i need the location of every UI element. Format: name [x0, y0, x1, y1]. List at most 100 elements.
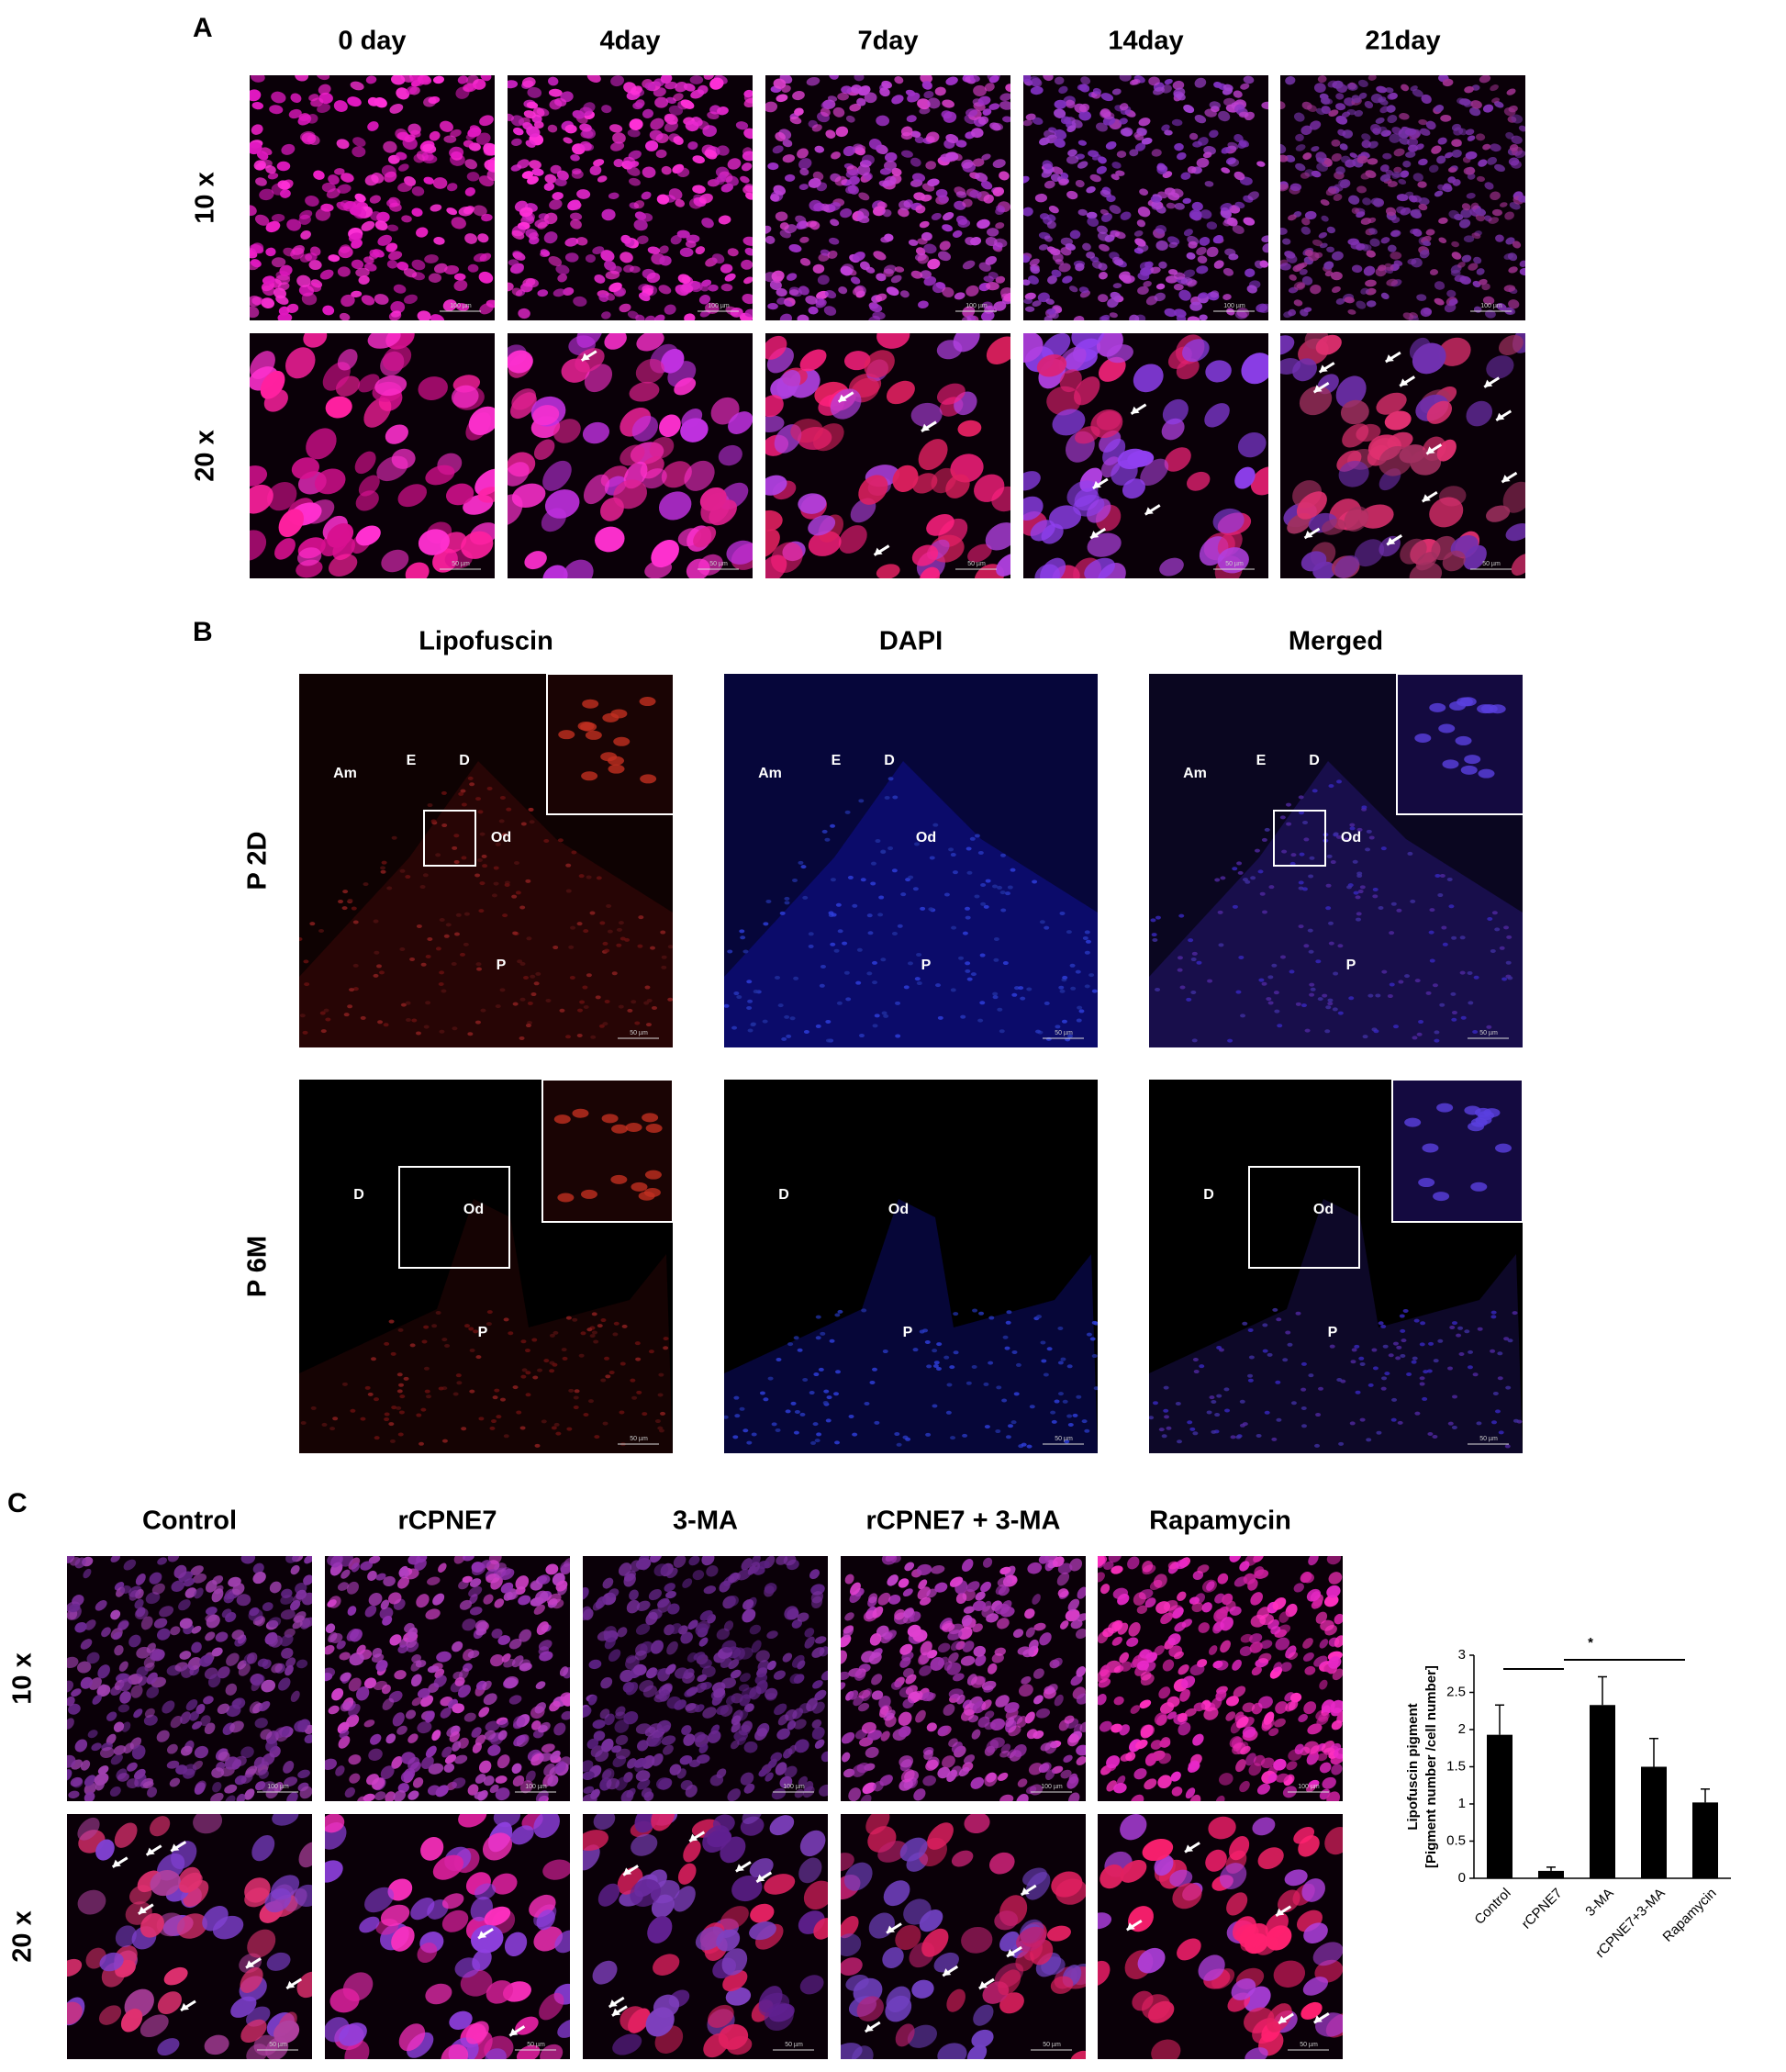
nucleus	[1409, 129, 1422, 139]
column-title: 3-MA	[673, 1506, 738, 1536]
nucleus	[613, 479, 648, 510]
nucleus	[1046, 308, 1056, 315]
nucleus	[1193, 1370, 1200, 1374]
nucleus	[1506, 88, 1516, 95]
nucleus	[685, 1785, 698, 1798]
nucleus	[641, 191, 652, 200]
nucleus	[1210, 290, 1220, 298]
nucleus	[1428, 164, 1439, 173]
nucleus	[880, 958, 887, 962]
nucleus	[1285, 1330, 1291, 1335]
nucleus	[1327, 921, 1334, 925]
micrograph: 100 µm	[765, 75, 1010, 320]
nucleus	[975, 1654, 987, 1666]
nucleus	[537, 289, 549, 297]
nucleus	[315, 207, 331, 221]
arrow-head	[1422, 494, 1431, 502]
nucleus	[474, 1020, 481, 1025]
nucleus	[799, 1975, 824, 1995]
nucleus	[855, 980, 862, 985]
nucleus	[779, 1775, 793, 1788]
nucleus	[1259, 891, 1266, 896]
nucleus	[1223, 97, 1235, 106]
nucleus	[512, 1775, 525, 1786]
arrow-head	[1090, 531, 1100, 539]
nucleus	[80, 1676, 93, 1689]
nucleus	[286, 218, 302, 231]
nucleus	[474, 468, 495, 496]
nucleus	[790, 419, 823, 443]
scale-bar-label: 50 µm	[452, 561, 470, 567]
nucleus	[707, 111, 720, 120]
nucleus	[962, 260, 976, 270]
nucleus	[462, 1575, 473, 1584]
nucleus	[563, 287, 575, 296]
nucleus	[913, 842, 920, 846]
nucleus	[1039, 1762, 1052, 1774]
nucleus	[965, 961, 971, 966]
nucleus	[301, 292, 318, 306]
nucleus	[397, 484, 428, 508]
nucleus	[1410, 209, 1423, 218]
nucleus	[1164, 447, 1191, 472]
nucleus	[1204, 108, 1217, 118]
nucleus	[1116, 151, 1127, 158]
nucleus	[742, 1599, 754, 1610]
nucleus	[536, 1621, 549, 1635]
nucleus	[774, 1703, 787, 1716]
micrograph: 100 µm	[1023, 75, 1268, 320]
nucleus	[848, 1414, 854, 1418]
nucleus	[1303, 944, 1310, 948]
nucleus	[755, 1650, 770, 1663]
nucleus	[1451, 252, 1462, 260]
inset-cell	[558, 730, 575, 740]
nucleus	[874, 1014, 880, 1018]
micrograph-background	[1098, 1556, 1343, 1801]
nucleus	[67, 1680, 74, 1693]
nucleus	[299, 1014, 306, 1018]
nucleus	[667, 945, 673, 949]
nucleus	[463, 1712, 476, 1722]
nucleus	[1023, 207, 1033, 217]
nucleus	[399, 868, 406, 873]
nucleus	[588, 1695, 597, 1706]
nucleus	[868, 1593, 878, 1604]
nucleus	[477, 810, 484, 814]
nucleus	[1304, 1665, 1316, 1675]
nucleus	[804, 1628, 815, 1638]
nucleus	[1111, 1636, 1122, 1646]
nucleus	[1384, 410, 1412, 431]
nucleus	[776, 1728, 790, 1740]
nucleus	[1463, 235, 1475, 243]
nucleus	[895, 2023, 915, 2047]
nucleus	[296, 547, 322, 566]
nucleus	[1279, 815, 1286, 820]
nucleus	[463, 1556, 474, 1562]
nucleus	[1337, 944, 1344, 948]
nucleus	[376, 455, 408, 482]
region-label: D	[1309, 753, 1320, 768]
nucleus	[1472, 1372, 1479, 1377]
nucleus	[83, 1568, 92, 1579]
nucleus	[588, 1659, 602, 1670]
nucleus	[1263, 1711, 1275, 1725]
arrow-head	[943, 1968, 952, 1977]
nucleus	[869, 1380, 876, 1384]
nucleus	[1422, 1396, 1428, 1401]
nucleus	[521, 77, 536, 88]
nucleus	[739, 1694, 751, 1707]
nucleus	[352, 920, 359, 924]
nucleus	[1295, 144, 1306, 151]
nucleus	[666, 1641, 678, 1655]
nucleus	[559, 1666, 569, 1676]
nucleus	[797, 1612, 809, 1622]
nucleus	[1072, 1413, 1078, 1417]
inset-cell	[1464, 755, 1481, 765]
nucleus	[887, 777, 894, 781]
nucleus	[525, 1393, 531, 1397]
nucleus	[1301, 275, 1313, 286]
nucleus	[1271, 963, 1278, 968]
nucleus	[979, 953, 986, 958]
nucleus	[1459, 970, 1466, 975]
nucleus	[1186, 252, 1196, 260]
